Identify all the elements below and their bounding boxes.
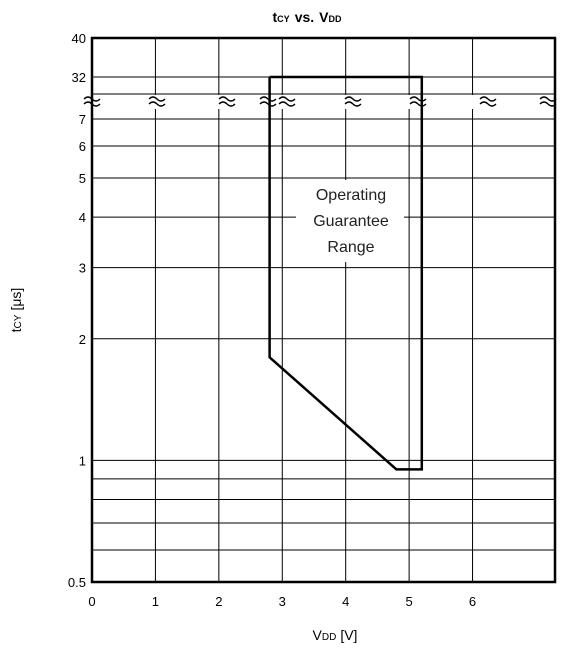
break-wave — [259, 96, 277, 102]
break-wave — [409, 101, 427, 107]
break-wave — [479, 101, 497, 107]
x-tick-label: 6 — [469, 594, 476, 609]
x-tick-label: 0 — [88, 594, 95, 609]
annotation-background — [296, 180, 404, 262]
x-tick-label: 5 — [406, 594, 413, 609]
y-axis-label: tCY [μs] — [8, 288, 24, 333]
break-wave — [409, 96, 427, 102]
break-wave — [278, 101, 296, 107]
y-tick-label: 0.5 — [68, 575, 86, 590]
chart-title: tCY vs. VDD — [273, 9, 342, 25]
y-tick-label: 1 — [79, 453, 86, 468]
title-x-sub: DD — [329, 14, 342, 24]
break-wave — [259, 101, 277, 107]
title-y-var: t — [273, 9, 278, 25]
x-axis-label: VDD [V] — [313, 627, 358, 643]
plot-frame — [90, 36, 557, 584]
break-symbol — [278, 96, 296, 107]
x-tick-label: 1 — [152, 594, 159, 609]
annotation-line-3: Range — [327, 239, 374, 256]
break-wave — [218, 101, 236, 107]
annotation-line-2: Guarantee — [313, 213, 389, 230]
y-tick-label: 3 — [79, 261, 86, 276]
operating-region-boundary — [268, 75, 424, 471]
y-axis-sub: CY — [13, 314, 24, 328]
title-vs: vs. — [295, 9, 314, 25]
x-tick-labels: 0 1 2 3 4 5 6 — [88, 594, 476, 609]
break-symbol — [409, 96, 427, 107]
break-symbol — [479, 96, 497, 107]
title-y-sub: CY — [277, 14, 290, 24]
grid — [92, 38, 555, 582]
y-tick-label: 40 — [72, 31, 86, 46]
break-wave — [148, 96, 166, 102]
annotation: Operating Guarantee Range — [296, 180, 404, 262]
axis-break — [83, 93, 557, 109]
y-tick-labels: 0.5 1 2 3 4 5 6 7 32 40 — [68, 31, 86, 590]
x-tick-label: 2 — [215, 594, 222, 609]
x-tick-label: 4 — [342, 594, 349, 609]
break-wave — [218, 96, 236, 102]
break-symbol — [539, 96, 557, 107]
y-tick-label: 32 — [72, 70, 86, 85]
break-wave — [148, 101, 166, 107]
y-axis-var: t — [8, 328, 24, 332]
x-axis-unit: [V] — [340, 627, 357, 643]
break-wave — [278, 96, 296, 102]
y-tick-label: 5 — [79, 171, 86, 186]
x-axis-sub: DD — [322, 632, 336, 643]
break-wave — [539, 101, 557, 107]
break-symbol — [259, 96, 277, 107]
y-tick-label: 7 — [79, 112, 86, 127]
y-axis-unit: [μs] — [8, 288, 24, 311]
annotation-line-1: Operating — [316, 187, 386, 204]
break-wave — [344, 101, 362, 107]
break-symbol — [344, 96, 362, 107]
x-axis-var: V — [313, 627, 323, 643]
y-tick-label: 6 — [79, 139, 86, 154]
break-wave — [344, 96, 362, 102]
y-tick-label: 2 — [79, 332, 86, 347]
y-tick-label: 4 — [79, 210, 86, 225]
break-band — [94, 95, 555, 109]
break-symbol — [218, 96, 236, 107]
x-tick-label: 3 — [279, 594, 286, 609]
title-x-var: V — [319, 9, 329, 25]
break-symbol — [148, 96, 166, 107]
break-wave — [479, 96, 497, 102]
break-wave — [539, 96, 557, 102]
